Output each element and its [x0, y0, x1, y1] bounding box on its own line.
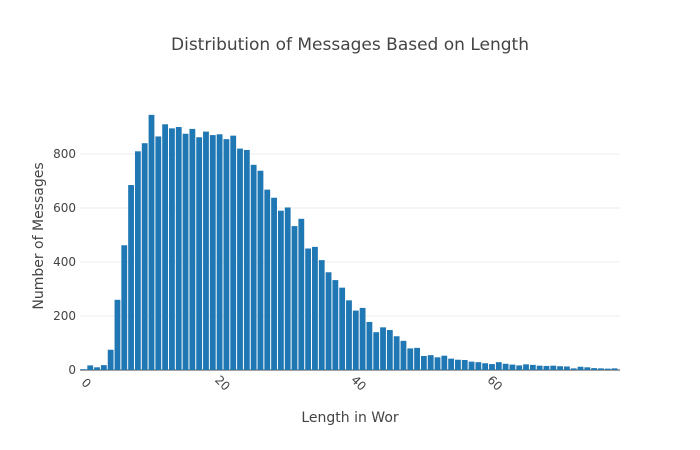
histogram-bar [598, 368, 604, 370]
histogram-bar [305, 248, 312, 370]
histogram-bar [468, 361, 475, 370]
x-tick-label: 0 [79, 376, 94, 391]
histogram-bar [223, 139, 230, 370]
histogram-bar [257, 170, 264, 370]
histogram-bar [455, 359, 461, 370]
histogram-bar [536, 365, 543, 370]
histogram-bar [563, 366, 570, 370]
histogram-bar [209, 135, 216, 370]
histogram-bar [196, 137, 203, 370]
histogram-bar [386, 330, 393, 370]
histogram-bar [448, 358, 455, 370]
chart-title: Distribution of Messages Based on Length [171, 35, 529, 55]
histogram-bar [107, 349, 114, 370]
histogram-bar [325, 272, 332, 370]
histogram-bar [182, 133, 189, 370]
x-axis-ticks: 0 20 40 60 [79, 373, 506, 394]
histogram-bar [312, 246, 318, 370]
histogram-bar [189, 128, 196, 370]
histogram-bar [543, 365, 550, 370]
histogram-bar [557, 366, 563, 370]
y-tick-label: 600 [53, 201, 76, 215]
histogram-bar [141, 143, 148, 370]
histogram-bar [203, 131, 209, 370]
histogram-bar [352, 310, 359, 370]
histogram-bar [550, 365, 557, 370]
histogram-bar [134, 151, 141, 370]
histogram-bar [128, 185, 134, 370]
bar-series [80, 114, 618, 370]
histogram-bar [284, 207, 291, 370]
histogram-bar [400, 340, 407, 370]
histogram-bar [291, 226, 298, 370]
histogram-bar [250, 164, 257, 370]
histogram-bar [346, 300, 352, 370]
histogram-bar [94, 367, 100, 370]
histogram-bar [162, 124, 169, 370]
x-tick-label: 20 [212, 373, 233, 394]
histogram-bar [475, 362, 482, 370]
histogram-bar [591, 368, 598, 370]
histogram-bar [271, 197, 277, 370]
x-tick-label: 40 [348, 373, 369, 394]
histogram-bar [243, 149, 250, 370]
histogram-bar [441, 355, 448, 370]
histogram-bar [318, 260, 325, 370]
histogram-bar [420, 355, 427, 370]
histogram-bar [516, 365, 523, 370]
histogram-bar [604, 368, 611, 370]
histogram-bar [366, 321, 373, 370]
histogram-bar [393, 336, 400, 370]
histogram-bar [611, 368, 618, 370]
histogram-bar [148, 114, 155, 370]
histogram-bar [380, 327, 386, 370]
histogram-bar [434, 357, 441, 370]
histogram-bar [509, 364, 516, 370]
y-tick-label: 800 [53, 147, 76, 161]
histogram-bar [121, 245, 128, 370]
histogram-bar [584, 367, 591, 370]
y-tick-label: 400 [53, 255, 76, 269]
histogram-bar [373, 332, 380, 370]
histogram-bar [529, 364, 536, 370]
histogram-bar [407, 348, 414, 370]
histogram-bar [461, 360, 468, 370]
histogram-bar [570, 368, 577, 370]
histogram-bar [502, 363, 509, 370]
x-axis-title: Length in Wor [301, 410, 399, 426]
histogram-bar [298, 218, 305, 370]
histogram-bar [489, 364, 495, 370]
histogram-bar [332, 280, 339, 370]
histogram-bar [495, 362, 502, 370]
histogram-bar [577, 366, 584, 370]
histogram-bar [359, 307, 366, 370]
y-axis-title: Number of Messages [31, 162, 47, 309]
histogram-bar [427, 355, 434, 370]
y-tick-label: 200 [53, 309, 76, 323]
histogram-bar [114, 299, 121, 370]
histogram-bar [175, 127, 182, 370]
histogram-bar [237, 148, 243, 370]
histogram-bar [100, 365, 107, 370]
histogram-bar [414, 347, 420, 370]
histogram-bar [155, 136, 162, 370]
histogram-bar [169, 128, 175, 370]
y-axis-ticks: 0 200 400 600 800 [53, 147, 76, 377]
histogram-bar [230, 135, 237, 370]
histogram-bar [216, 134, 223, 370]
histogram-bar [482, 363, 489, 370]
histogram-bar [80, 369, 87, 370]
histogram-bar [523, 364, 529, 370]
histogram-bar [264, 189, 271, 370]
histogram-bar [339, 287, 346, 370]
x-tick-label: 60 [484, 373, 505, 394]
y-tick-label: 0 [68, 363, 76, 377]
histogram-bar [87, 365, 94, 370]
histogram-bar [277, 210, 284, 370]
